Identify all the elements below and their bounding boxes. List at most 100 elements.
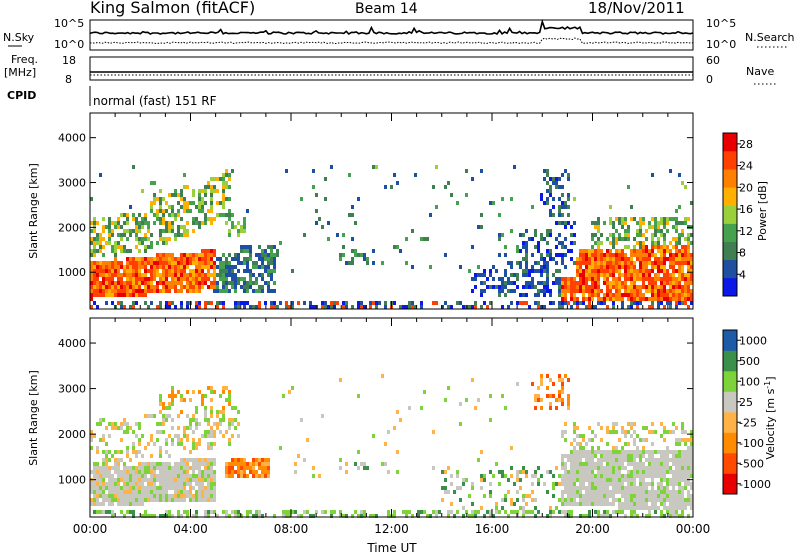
heatmap-cell [111, 289, 114, 293]
heatmap-cell [147, 462, 150, 466]
heatmap-cell [177, 510, 180, 514]
heatmap-cell [243, 458, 246, 462]
heatmap-cell [498, 213, 501, 217]
heatmap-cell [150, 201, 153, 205]
heatmap-cell [516, 470, 519, 474]
heatmap-cell [633, 269, 636, 273]
heatmap-cell [519, 249, 522, 253]
heatmap-cell [111, 478, 114, 482]
heatmap-cell [498, 510, 501, 514]
heatmap-cell [228, 398, 231, 402]
heatmap-cell [132, 273, 135, 277]
heatmap-cell [360, 301, 363, 305]
heatmap-cell [177, 201, 180, 205]
heatmap-cell [132, 301, 135, 305]
heatmap-cell [132, 486, 135, 490]
heatmap-cell [117, 285, 120, 289]
heatmap-cell [573, 261, 576, 265]
heatmap-cell [540, 382, 543, 386]
heatmap-cell [603, 221, 606, 225]
heatmap-cell [612, 454, 615, 458]
heatmap-cell [186, 301, 189, 305]
heatmap-cell [120, 510, 123, 514]
heatmap-cell [270, 245, 273, 249]
heatmap-cell [564, 253, 567, 257]
heatmap-cell [519, 265, 522, 269]
heatmap-cell [120, 305, 123, 309]
heatmap-cell [300, 418, 303, 422]
heatmap-cell [594, 273, 597, 277]
heatmap-cell [612, 225, 615, 229]
heatmap-cell [108, 474, 111, 478]
heatmap-cell [258, 253, 261, 257]
heatmap-cell [108, 229, 111, 233]
heatmap-cell [588, 289, 591, 293]
heatmap-cell [213, 434, 216, 438]
heatmap-cell [579, 454, 582, 458]
heatmap-cell [648, 289, 651, 293]
heatmap-cell [678, 233, 681, 237]
heatmap-cell [171, 482, 174, 486]
heatmap-cell [591, 474, 594, 478]
heatmap-cell [549, 229, 552, 233]
heatmap-cell [594, 466, 597, 470]
heatmap-cell [561, 462, 564, 466]
heatmap-cell [198, 462, 201, 466]
heatmap-cell [591, 289, 594, 293]
heatmap-cell [240, 466, 243, 470]
heatmap-cell [135, 281, 138, 285]
heatmap-cell [687, 454, 690, 458]
heatmap-cell [678, 289, 681, 293]
heatmap-cell [222, 386, 225, 390]
heatmap-cell [618, 478, 621, 482]
heatmap-cell [171, 285, 174, 289]
heatmap-cell [498, 253, 501, 257]
heatmap-cell [552, 510, 555, 514]
heatmap-cell [132, 261, 135, 265]
heatmap-cell [207, 430, 210, 434]
heatmap-cell [171, 442, 174, 446]
heatmap-cell [648, 297, 651, 301]
heatmap-cell [258, 510, 261, 514]
heatmap-cell [270, 273, 273, 277]
heatmap-cell [96, 498, 99, 502]
heatmap-cell [627, 297, 630, 301]
heatmap-cell [249, 281, 252, 285]
heatmap-cell [621, 494, 624, 498]
heatmap-cell [186, 462, 189, 466]
heatmap-cell [612, 297, 615, 301]
heatmap-cell [492, 285, 495, 289]
heatmap-cell [639, 494, 642, 498]
heatmap-cell [222, 213, 225, 217]
heatmap-cell [231, 434, 234, 438]
heatmap-cell [537, 245, 540, 249]
heatmap-cell [690, 201, 693, 205]
heatmap-cell [669, 297, 672, 301]
heatmap-cell [162, 482, 165, 486]
heatmap-cell [312, 466, 315, 470]
heatmap-cell [210, 410, 213, 414]
heatmap-cell [363, 466, 366, 470]
heatmap-cell [114, 269, 117, 273]
heatmap-cell [627, 273, 630, 277]
heatmap-cell [480, 450, 483, 454]
heatmap-cell [648, 494, 651, 498]
heatmap-cell [111, 281, 114, 285]
heatmap-cell [192, 277, 195, 281]
heatmap-cell [330, 301, 333, 305]
heatmap-cell [603, 510, 606, 514]
heatmap-cell [663, 426, 666, 430]
heatmap-cell [147, 245, 150, 249]
heatmap-cell [633, 245, 636, 249]
heatmap-cell [270, 249, 273, 253]
heatmap-cell [627, 277, 630, 281]
heatmap-cell [210, 209, 213, 213]
heatmap-cell [123, 494, 126, 498]
heatmap-cell [264, 249, 267, 253]
heatmap-cell [198, 273, 201, 277]
heatmap-cell [129, 426, 132, 430]
heatmap-cell [540, 269, 543, 273]
heatmap-cell [612, 502, 615, 506]
heatmap-cell [483, 273, 486, 277]
heatmap-cell [147, 490, 150, 494]
